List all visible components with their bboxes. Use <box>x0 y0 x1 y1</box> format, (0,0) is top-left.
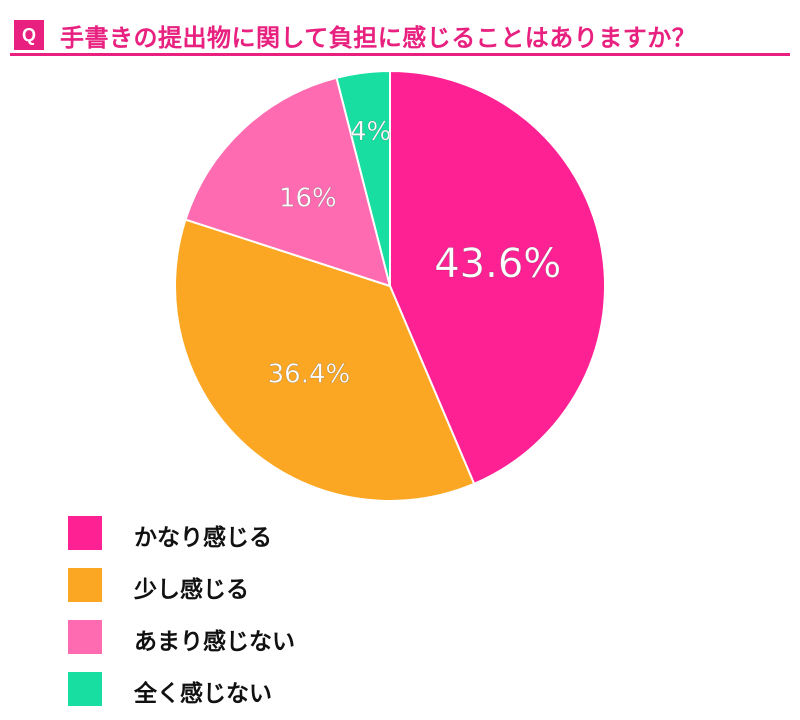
legend-item-1: かなり感じる <box>68 512 468 564</box>
legend-label: 少し感じる <box>134 577 249 603</box>
pie-slice-1 <box>389 69 606 486</box>
pie-slices <box>174 69 606 502</box>
pie-slice-4 <box>335 69 391 287</box>
slice-label-2: 36.4% <box>268 360 351 390</box>
slice-label-3: 16% <box>279 184 337 214</box>
question-title: 手書きの提出物に関して負担に感じることはありますか？ <box>60 24 697 52</box>
legend-label: あまり感じない <box>134 629 295 655</box>
question-header: Q 手書きの提出物に関して負担に感じることはありますか？ <box>10 8 790 56</box>
legend-swatch <box>68 568 102 602</box>
slice-label-1: 43.6% <box>434 241 561 287</box>
legend-item-3: あまり感じない <box>68 616 468 668</box>
pie-slice-2 <box>174 218 476 502</box>
legend-swatch <box>68 672 102 706</box>
pie-slice-labels: 43.6% 36.4% 16% 4% <box>267 117 561 390</box>
legend-label: 全く感じない <box>134 681 272 707</box>
legend-swatch <box>68 620 102 654</box>
pie-chart: 43.6% 36.4% 16% 4% <box>174 69 606 502</box>
legend-item-2: 少し感じる <box>68 564 468 616</box>
legend-item-4: 全く感じない <box>68 668 468 720</box>
chart-legend: かなり感じる 少し感じるあまり感じない 全く感じない <box>68 512 468 720</box>
pie-slice-3 <box>184 76 392 288</box>
header-divider <box>10 53 790 56</box>
legend-swatch <box>68 516 102 550</box>
legend-label: かなり感じる <box>134 525 272 551</box>
question-badge: Q <box>14 20 44 50</box>
slice-label-4: 4% <box>350 117 391 147</box>
